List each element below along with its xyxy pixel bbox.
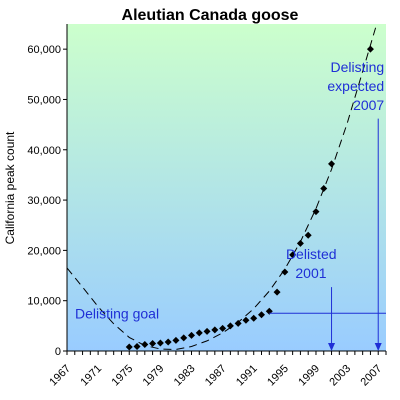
data-point: [366, 45, 374, 53]
data-point: [226, 322, 234, 330]
delisted-arrow-head: [328, 343, 336, 351]
delisted-year-label: 2001: [295, 265, 326, 281]
data-point: [281, 268, 289, 276]
data-point: [133, 342, 141, 350]
data-point: [172, 336, 180, 344]
x-tick-label: 1995: [265, 363, 291, 389]
data-point: [304, 231, 312, 239]
y-tick-label: 50,000: [27, 94, 61, 106]
plot-area: [67, 24, 386, 351]
x-tick-label: 1979: [141, 363, 167, 389]
x-tick-label: 1999: [296, 363, 322, 389]
data-point: [242, 316, 250, 324]
data-point: [149, 339, 157, 347]
x-tick-label: 1991: [234, 363, 260, 389]
data-point: [289, 251, 297, 259]
data-point: [164, 338, 172, 346]
data-point: [250, 314, 258, 322]
data-point: [211, 326, 219, 334]
expected-arrow-head: [374, 343, 382, 351]
data-point: [187, 331, 195, 339]
y-tick-label: 10,000: [27, 296, 61, 308]
delisting-goal-label: Delisting goal: [75, 305, 159, 321]
delisting-expected-label: Delisting: [331, 59, 385, 75]
expected-year-label: 2007: [353, 97, 384, 113]
data-point: [203, 327, 211, 335]
data-point: [156, 339, 164, 347]
delisted-label: Delisted: [286, 246, 337, 262]
data-point: [234, 319, 242, 327]
expected-label: expected: [327, 78, 384, 94]
data-point: [328, 160, 336, 168]
data-point: [195, 329, 203, 337]
data-point: [312, 208, 320, 216]
data-point: [273, 288, 281, 296]
y-tick-label: 30,000: [27, 195, 61, 207]
data-point: [125, 343, 133, 351]
trendline: [67, 24, 378, 351]
data-point: [258, 311, 266, 319]
x-tick-label: 1971: [78, 363, 104, 389]
y-axis-label: California peak count: [3, 131, 17, 244]
y-tick-label: 0: [55, 346, 61, 358]
y-tick-label: 40,000: [27, 145, 61, 157]
data-point: [219, 324, 227, 332]
x-tick-label: 2003: [327, 363, 353, 389]
x-tick-label: 2007: [359, 363, 385, 389]
y-tick-label: 20,000: [27, 245, 61, 257]
data-point: [296, 239, 304, 247]
marks-layer: 0 10,000 20,000 30,000 40,000 50,000 60,000 196…: [27, 24, 387, 389]
x-tick-label: 1967: [47, 363, 73, 389]
data-point: [180, 334, 188, 342]
data-point: [320, 185, 328, 193]
x-tick-label: 1975: [110, 363, 136, 389]
plot-clip-group: [67, 24, 378, 351]
x-tick-label: 1983: [172, 363, 198, 389]
y-tick-label: 60,000: [27, 44, 61, 56]
chart-title: Aleutian Canada goose: [122, 7, 299, 24]
x-tick-label: 1987: [203, 363, 229, 389]
data-point: [141, 340, 149, 348]
